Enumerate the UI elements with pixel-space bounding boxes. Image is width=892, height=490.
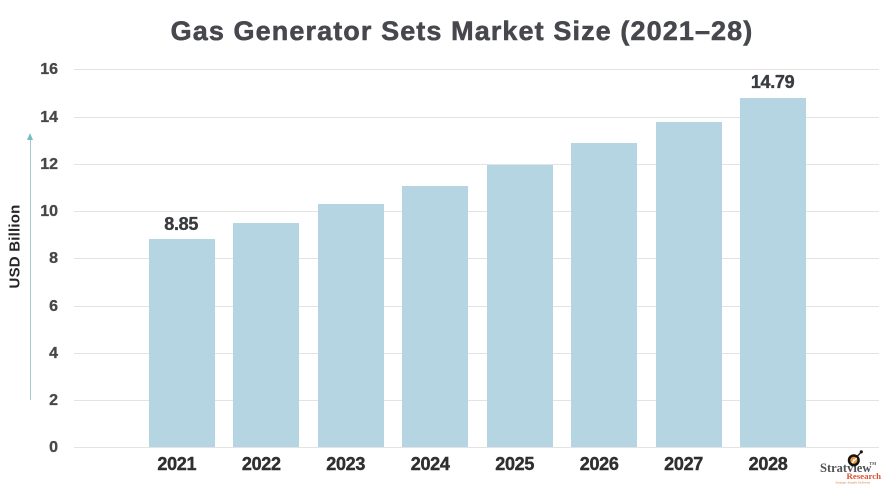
svg-text:Strategic Insights Delivered: Strategic Insights Delivered: [836, 481, 871, 485]
svg-text:TM: TM: [869, 461, 876, 466]
svg-text:Research: Research: [847, 471, 882, 481]
svg-text:Stratview: Stratview: [820, 461, 871, 475]
